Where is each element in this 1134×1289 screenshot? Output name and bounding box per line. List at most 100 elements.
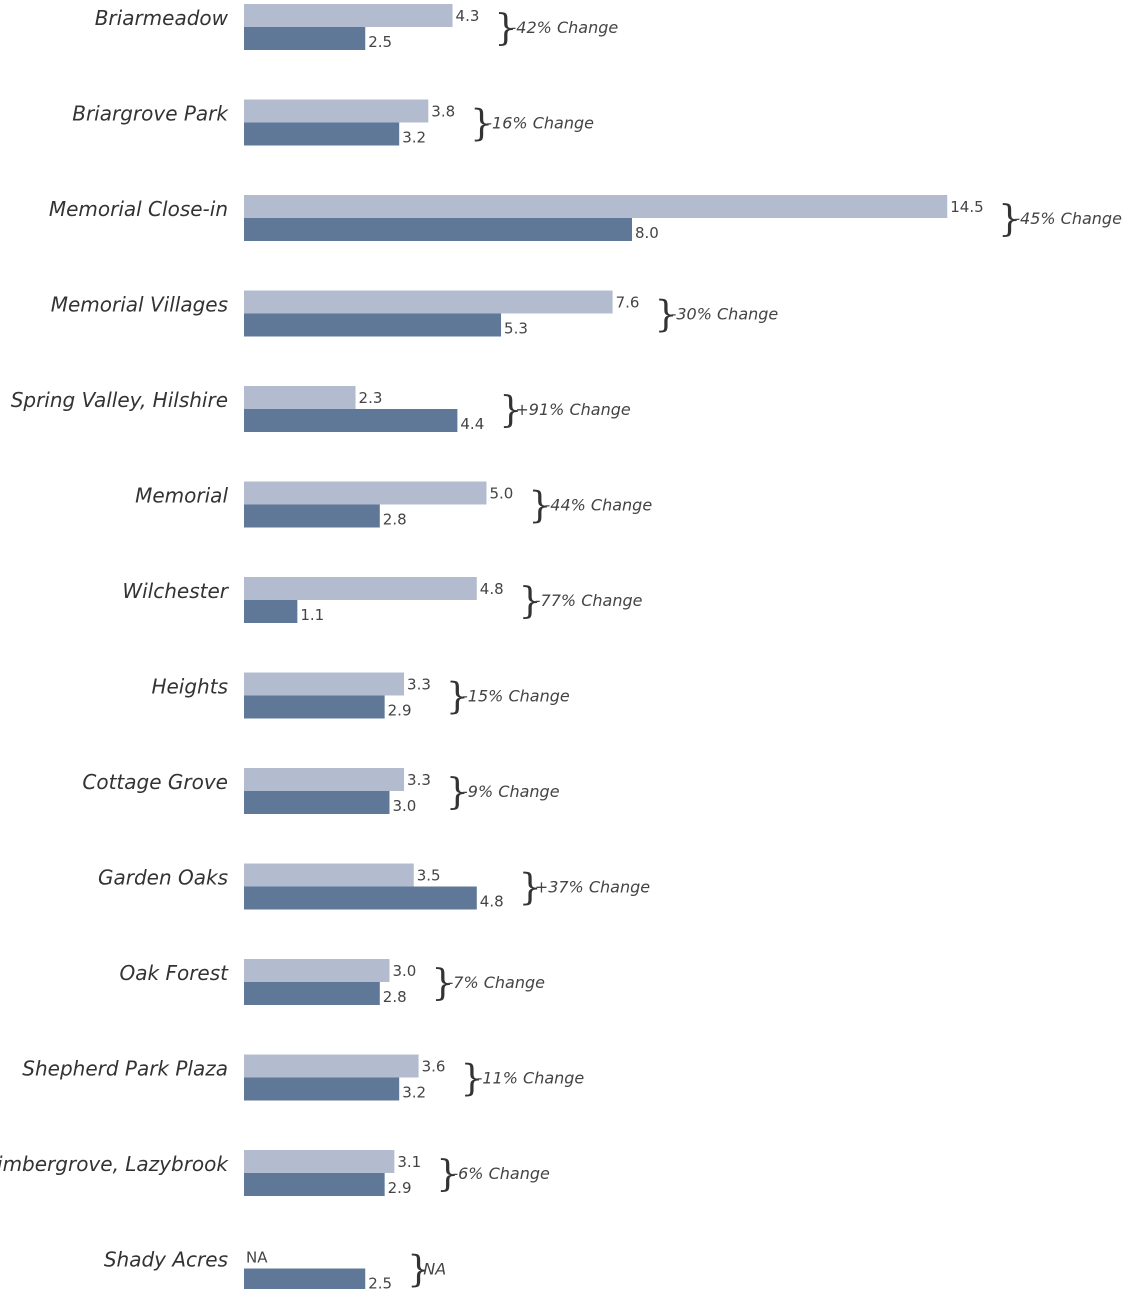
value-label-series-1: 3.3 <box>407 676 431 694</box>
bar-group: Shady Acres NA2.5}NA <box>104 1248 446 1289</box>
bar-series-2 <box>244 122 400 146</box>
bar-series-1 <box>244 959 390 982</box>
bar-series-1 <box>244 4 453 27</box>
value-label-series-2: 3.2 <box>402 129 426 147</box>
change-annotation: -9% Change <box>462 782 560 801</box>
bar-series-1 <box>244 386 356 409</box>
category-label: Briargrove Park <box>72 102 229 126</box>
change-annotation: -30% Change <box>671 305 779 324</box>
bar-group: Timbergrove, Lazybrook 3.1 2.9}-6% Change <box>0 1150 550 1197</box>
value-label-series-1: 3.1 <box>397 1153 421 1171</box>
change-annotation: -42% Change <box>511 18 619 37</box>
bar-series-1 <box>244 1150 395 1173</box>
brace-symbol: } <box>446 772 469 813</box>
change-annotation: +37% Change <box>535 878 650 897</box>
value-label-series-1: 4.8 <box>480 580 504 598</box>
category-label: Shepherd Park Plaza <box>22 1057 228 1081</box>
bar-series-2 <box>244 1268 366 1289</box>
value-label-series-1: 3.5 <box>417 867 441 885</box>
value-label-series-1: 2.3 <box>359 389 383 407</box>
value-label-series-2: 2.9 <box>388 702 412 720</box>
bar-series-2 <box>244 504 380 528</box>
brace-symbol: } <box>998 199 1021 240</box>
change-annotation: -11% Change <box>477 1069 585 1088</box>
bar-series-2 <box>244 982 380 1005</box>
value-label-series-1: 4.3 <box>456 7 480 25</box>
change-annotation: NA <box>423 1260 446 1279</box>
bar-group: Wilchester 4.8 1.1}-77% Change <box>122 577 643 624</box>
value-label-series-1: 14.5 <box>950 198 983 216</box>
category-label: Timbergrove, Lazybrook <box>0 1152 229 1176</box>
value-label-series-2: 2.9 <box>388 1179 412 1197</box>
category-label: Memorial Close-in <box>49 197 228 221</box>
bar-series-2 <box>244 791 390 814</box>
chart-rows: Briarmeadow 4.32.5}-42% ChangeBriargrove … <box>0 4 1122 1289</box>
change-annotation: -16% Change <box>486 114 594 133</box>
bar-series-2 <box>244 886 477 910</box>
category-label: Wilchester <box>122 579 229 603</box>
bar-group: Briarmeadow 4.3 2.5}-42% Change <box>95 4 619 51</box>
category-label: Spring Valley, Hilshire <box>11 388 228 412</box>
value-label-series-2: 4.8 <box>480 893 504 911</box>
value-label-series-1: 3.6 <box>422 1058 446 1076</box>
value-label-series-1: NA <box>246 1249 268 1267</box>
value-label-series-2: 5.3 <box>504 320 528 338</box>
change-annotation: -45% Change <box>1014 209 1122 228</box>
bar-series-1 <box>244 577 477 600</box>
bar-series-2 <box>244 218 632 241</box>
brace-symbol: } <box>461 1059 484 1100</box>
bar-series-1 <box>244 290 613 314</box>
change-annotation: -6% Change <box>452 1164 550 1183</box>
bar-series-1 <box>244 863 414 887</box>
bar-series-1 <box>244 481 487 505</box>
bar-series-2 <box>244 1077 400 1101</box>
brace-symbol: } <box>436 1154 459 1195</box>
brace-symbol: } <box>407 1250 430 1289</box>
category-label: Heights <box>151 675 228 699</box>
brace-symbol: } <box>499 390 522 431</box>
value-label-series-2: 3.0 <box>392 797 416 815</box>
bar-group: Spring Valley, Hilshire 2.3 4.4}+91% Chang… <box>11 386 631 433</box>
brace-symbol: } <box>655 295 678 336</box>
bar-group: Garden Oaks 3.5 4.8}+37% Change <box>98 863 650 911</box>
value-label-series-2: 2.5 <box>368 1275 392 1289</box>
category-label: Shady Acres <box>104 1248 228 1272</box>
bar-series-1 <box>244 195 948 218</box>
value-label-series-1: 5.0 <box>489 485 513 503</box>
bar-series-2 <box>244 695 385 719</box>
value-label-series-2: 8.0 <box>635 224 659 242</box>
value-label-series-2: 2.8 <box>383 511 407 529</box>
category-label: Memorial <box>135 484 228 508</box>
change-annotation: -44% Change <box>544 496 652 515</box>
category-label: Memorial Villages <box>51 293 228 317</box>
value-label-series-1: 3.8 <box>431 103 455 121</box>
bar-group: Briargrove Park 3.8 3.2}-16% Change <box>72 99 594 147</box>
value-label-series-1: 7.6 <box>616 294 640 312</box>
brace-symbol: } <box>431 963 454 1004</box>
change-annotation: +91% Change <box>515 400 630 419</box>
change-annotation: -7% Change <box>447 973 545 992</box>
value-label-series-2: 2.5 <box>368 33 392 51</box>
value-label-series-2: 1.1 <box>300 606 324 624</box>
bar-group: Memorial 5.0 2.8}-44% Change <box>135 481 652 529</box>
bar-group: Oak Forest 3.0 2.8}-7% Change <box>120 959 545 1006</box>
brace-symbol: } <box>470 104 493 145</box>
brace-symbol: } <box>446 677 469 718</box>
bar-series-1 <box>244 672 405 696</box>
value-label-series-1: 3.3 <box>407 771 431 789</box>
brace-symbol: } <box>519 868 542 909</box>
value-label-series-2: 3.2 <box>402 1084 426 1102</box>
bar-group: Memorial Close-in 14.5 8.0}-45% Change <box>49 195 1122 242</box>
value-label-series-1: 3.0 <box>392 962 416 980</box>
bar-series-1 <box>244 768 405 791</box>
bar-group: Cottage Grove 3.3 3.0}-9% Change <box>82 768 560 815</box>
category-label: Garden Oaks <box>98 866 228 890</box>
bar-series-1 <box>244 99 429 123</box>
brace-symbol: } <box>519 581 542 622</box>
bar-series-2 <box>244 600 298 623</box>
change-annotation: -77% Change <box>535 591 643 610</box>
bar-series-2 <box>244 1173 385 1196</box>
bar-group: Heights 3.3 2.9}-15% Change <box>151 672 570 720</box>
bar-group: Memorial Villages 7.6 5.3}-30% Change <box>51 290 779 338</box>
bar-group: Shepherd Park Plaza 3.6 3.2}-11% Change <box>22 1054 585 1102</box>
